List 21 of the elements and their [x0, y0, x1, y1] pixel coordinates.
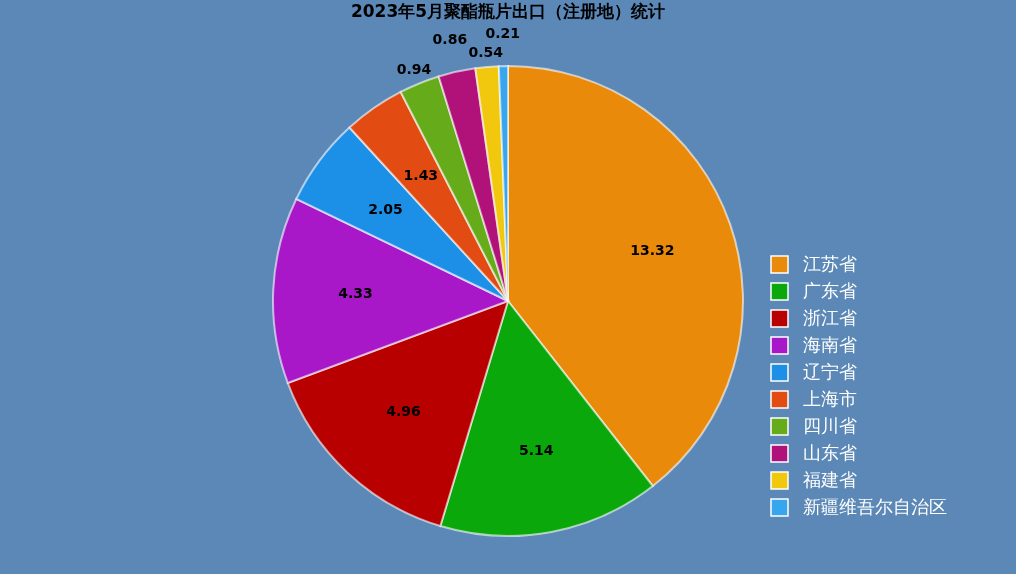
- data-label: 1.43: [403, 166, 439, 183]
- chart-title: 2023年5月聚酯瓶片出口（注册地）统计: [350, 1, 666, 22]
- data-label: 0.86: [432, 31, 468, 48]
- data-label: 5.14: [518, 442, 554, 459]
- data-label: 0.21: [485, 25, 521, 42]
- legend-label: 新疆维吾尔自治区: [803, 495, 947, 517]
- legend-label: 江苏省: [803, 252, 857, 274]
- data-label: 2.05: [368, 200, 403, 217]
- data-label: 4.96: [386, 403, 421, 420]
- data-label: 0.94: [396, 61, 432, 78]
- legend-label: 辽宁省: [803, 360, 857, 382]
- legend-label: 广东省: [803, 279, 857, 301]
- legend-label: 海南省: [803, 333, 857, 355]
- legend-label: 上海市: [803, 387, 857, 409]
- legend-label: 浙江省: [803, 306, 857, 328]
- legend-label: 四川省: [803, 414, 857, 436]
- data-label: 13.32: [630, 242, 675, 259]
- data-label: 0.54: [468, 43, 504, 60]
- data-label: 4.33: [338, 284, 373, 301]
- legend-label: 山东省: [803, 441, 857, 463]
- legend-label: 福建省: [803, 468, 857, 490]
